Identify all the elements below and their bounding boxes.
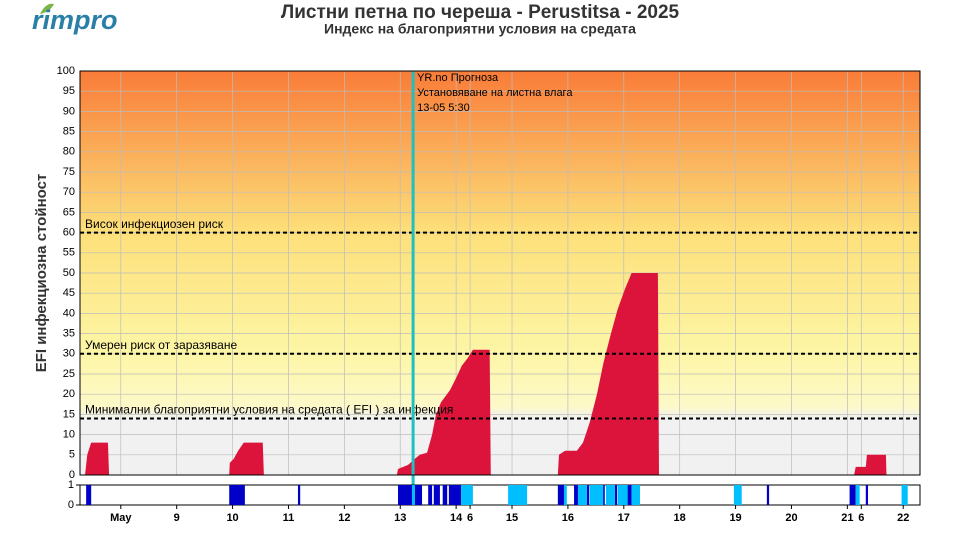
y-tick-label: 45: [63, 287, 75, 299]
wetness-tick-label: 0: [68, 499, 74, 511]
y-tick-label: 10: [63, 429, 75, 441]
wetness-bar: [448, 485, 462, 505]
x-tick-label: 19: [729, 512, 741, 524]
wetness-bar: [563, 485, 567, 505]
wetness-bar: [733, 485, 742, 505]
threshold-label: Умерен риск от заразяване: [85, 338, 237, 352]
x-tick-label: 9: [174, 512, 180, 524]
wetness-bar: [849, 485, 856, 505]
threshold-label: Висок инфекциозен риск: [85, 217, 224, 231]
wetness-bar: [398, 485, 412, 505]
x-tick-label: 12: [338, 512, 350, 524]
y-tick-label: 70: [63, 186, 75, 198]
y-tick-label: 50: [63, 267, 75, 279]
threshold-label: Минимални благоприятни условия на средат…: [85, 403, 453, 417]
y-axis-label: EFI инфекциозна стойност: [33, 174, 50, 373]
plot-frame: [79, 70, 921, 476]
wetness-bar: [901, 485, 908, 505]
chart-title: Листни петна по череша - Perustitsa - 20…: [281, 2, 680, 23]
x-tick-label: 18: [674, 512, 686, 524]
wetness-bar: [433, 485, 440, 505]
wetness-bar: [614, 485, 618, 505]
y-tick-label: 5: [69, 449, 75, 461]
logo-leaf: [40, 3, 54, 14]
y-tick-label: 55: [63, 247, 75, 259]
x-tick-label: May: [110, 512, 132, 524]
y-tick-label: 35: [63, 328, 75, 340]
wetness-background: [79, 484, 921, 506]
logo: rimpro: [32, 5, 118, 35]
wetness-bar: [411, 485, 415, 505]
x-tick-label: 17: [618, 512, 630, 524]
forecast-label: 13-05 5:30: [417, 102, 470, 114]
x-tick-label: 21: [841, 512, 853, 524]
x-tick-label: 13: [394, 512, 406, 524]
wetness-bar: [229, 485, 245, 505]
y-tick-label: 30: [63, 348, 75, 360]
wetness-bar: [297, 485, 301, 505]
wetness-bar: [605, 485, 615, 505]
y-tick-label: 80: [63, 146, 75, 158]
wetness-bar: [414, 485, 423, 505]
wetness-bar: [586, 485, 590, 505]
forecast-label: Установяване на листна влага: [417, 87, 573, 99]
x-tick-label: 15: [506, 512, 518, 524]
wetness-bar: [508, 485, 528, 505]
y-tick-label: 0: [69, 469, 75, 481]
x-tick-label: 6: [858, 512, 864, 524]
y-tick-label: 100: [57, 65, 75, 77]
wetness-bar: [855, 485, 860, 505]
wetness-tick-label: 1: [68, 479, 74, 491]
x-tick-label: 22: [897, 512, 909, 524]
wetness-bar: [603, 485, 605, 505]
y-tick-label: 95: [63, 85, 75, 97]
x-tick-label: 11: [283, 512, 295, 524]
y-tick-label: 25: [63, 368, 75, 380]
wetness-bar: [577, 485, 587, 505]
y-tick-label: 90: [63, 105, 75, 117]
forecast-label: YR.no Прогноза: [417, 72, 499, 84]
wetness-bar: [617, 485, 628, 505]
y-tick-label: 75: [63, 166, 75, 178]
wetness-bar: [442, 485, 448, 505]
wetness-bar: [574, 485, 578, 505]
y-tick-label: 15: [63, 408, 75, 420]
x-tick-label: 14: [450, 512, 463, 524]
y-tick-label: 40: [63, 307, 75, 319]
efi-area: [85, 273, 887, 475]
y-tick-label: 20: [63, 388, 75, 400]
wetness-bar: [631, 485, 640, 505]
plot: 0510152025303540455055606570758085909510…: [57, 65, 921, 524]
wetness-bar: [625, 485, 632, 505]
wetness-bar: [428, 485, 433, 505]
wetness-bar: [589, 485, 604, 505]
wetness-bar: [461, 485, 473, 505]
x-tick-label: 16: [562, 512, 574, 524]
x-tick-label: 20: [785, 512, 797, 524]
y-tick-label: 60: [63, 227, 75, 239]
x-tick-label: 6: [467, 512, 473, 524]
x-tick-label: 10: [226, 512, 238, 524]
wetness-bar: [557, 485, 564, 505]
wetness-bar: [865, 485, 869, 505]
y-tick-label: 65: [63, 206, 75, 218]
y-tick-label: 85: [63, 126, 75, 138]
chart-subtitle: Индекс на благоприятни условия на средат…: [324, 21, 636, 37]
wetness-bar: [86, 485, 92, 505]
wetness-bar: [766, 485, 770, 505]
